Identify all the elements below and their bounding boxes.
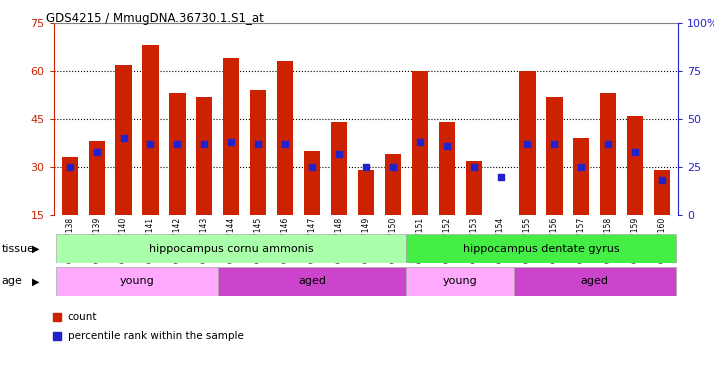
Point [360, 164, 371, 170]
Point [603, 141, 614, 147]
Point [495, 174, 506, 180]
Bar [514, 267, 675, 296]
Bar [250, 90, 266, 215]
Text: hippocampus dentate gyrus: hippocampus dentate gyrus [463, 243, 619, 254]
Bar [600, 93, 616, 215]
Text: age: age [1, 276, 22, 286]
Bar [218, 267, 406, 296]
Point [279, 141, 291, 147]
Bar [546, 97, 563, 215]
Point [468, 164, 479, 170]
Point [387, 164, 398, 170]
Bar [169, 93, 186, 215]
Bar [358, 170, 374, 215]
Text: tissue: tissue [1, 243, 34, 254]
Bar [573, 138, 590, 215]
Bar [519, 71, 536, 215]
Point [226, 139, 237, 145]
Point [306, 164, 318, 170]
Bar [304, 151, 320, 215]
Text: ▶: ▶ [32, 276, 39, 286]
Point [441, 143, 453, 149]
Bar [89, 141, 105, 215]
Bar [116, 65, 131, 215]
Text: aged: aged [580, 276, 609, 286]
Bar [223, 58, 239, 215]
Text: aged: aged [298, 276, 326, 286]
Bar [385, 154, 401, 215]
Point [575, 164, 587, 170]
Point [253, 141, 264, 147]
Point [171, 141, 183, 147]
Bar [56, 267, 218, 296]
Bar [331, 122, 347, 215]
Bar [654, 170, 670, 215]
Text: young: young [443, 276, 478, 286]
Point [91, 149, 102, 155]
Bar [406, 267, 514, 296]
Point [198, 141, 210, 147]
Bar [627, 116, 643, 215]
Text: young: young [120, 276, 154, 286]
Point [522, 141, 533, 147]
Point [549, 141, 560, 147]
Text: count: count [68, 312, 97, 322]
Bar [466, 161, 482, 215]
Point [656, 177, 668, 184]
Text: percentile rank within the sample: percentile rank within the sample [68, 331, 243, 341]
Bar [142, 45, 159, 215]
Text: ▶: ▶ [32, 243, 39, 254]
Point [118, 135, 129, 141]
Bar [61, 157, 78, 215]
Bar [56, 234, 406, 263]
Text: GDS4215 / MmugDNA.36730.1.S1_at: GDS4215 / MmugDNA.36730.1.S1_at [46, 12, 264, 25]
Bar [406, 234, 675, 263]
Bar [277, 61, 293, 215]
Point [414, 139, 426, 145]
Point [630, 149, 641, 155]
Point [145, 141, 156, 147]
Point [64, 164, 76, 170]
Bar [438, 122, 455, 215]
Bar [196, 97, 213, 215]
Text: hippocampus cornu ammonis: hippocampus cornu ammonis [149, 243, 313, 254]
Bar [412, 71, 428, 215]
Point [333, 151, 345, 157]
